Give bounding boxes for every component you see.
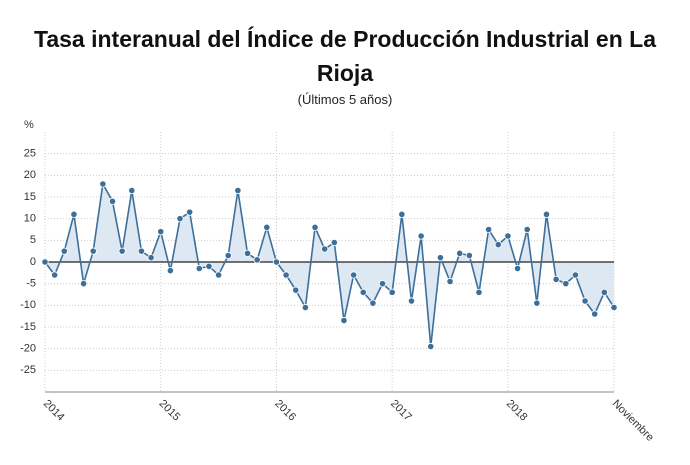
point xyxy=(186,208,194,216)
y-tick-label: -10 xyxy=(20,299,36,311)
y-tick-label: -25 xyxy=(20,364,36,376)
y-tick-label: 25 xyxy=(24,148,36,160)
point xyxy=(427,342,435,351)
point xyxy=(118,247,126,255)
y-tick-label: -5 xyxy=(26,278,36,290)
point xyxy=(330,238,338,247)
point xyxy=(359,288,367,296)
point xyxy=(388,288,396,296)
point xyxy=(591,310,599,318)
point xyxy=(571,271,580,279)
point xyxy=(137,247,146,255)
point xyxy=(301,303,309,312)
point xyxy=(108,197,117,205)
point xyxy=(523,225,531,234)
point xyxy=(292,286,300,294)
point xyxy=(552,275,560,283)
point xyxy=(562,280,570,288)
point xyxy=(272,258,281,266)
point xyxy=(321,245,329,253)
point xyxy=(465,251,473,260)
point xyxy=(398,210,406,218)
point xyxy=(224,251,232,260)
point xyxy=(253,256,261,264)
point xyxy=(456,249,464,257)
point xyxy=(600,288,608,296)
point xyxy=(79,280,88,288)
y-tick-label: 10 xyxy=(24,213,36,225)
area xyxy=(45,184,614,347)
point xyxy=(214,271,223,279)
y-tick-label: -15 xyxy=(20,321,36,333)
point xyxy=(504,232,512,240)
x-tick-label: 2014 xyxy=(41,398,67,424)
x-tick-label: Noviembre xyxy=(610,398,656,444)
point xyxy=(542,210,551,218)
point xyxy=(581,297,589,305)
y-tick-label: 15 xyxy=(24,191,36,203)
point xyxy=(41,258,49,266)
point xyxy=(195,264,203,273)
point xyxy=(243,249,252,257)
point xyxy=(263,223,271,231)
y-tick-label: 0 xyxy=(30,256,36,268)
x-tick-label: 2015 xyxy=(157,398,183,424)
point xyxy=(533,299,541,307)
point xyxy=(485,225,493,234)
point xyxy=(89,247,97,255)
point xyxy=(369,299,377,307)
point xyxy=(166,267,174,275)
chart-title: Tasa interanual del Índice de Producción… xyxy=(34,26,656,86)
point xyxy=(99,180,107,188)
chart-subtitle: (Últimos 5 años) xyxy=(297,92,393,107)
point xyxy=(234,186,242,195)
point xyxy=(350,271,358,279)
point xyxy=(378,280,387,288)
point xyxy=(513,264,522,273)
point xyxy=(147,254,155,262)
point xyxy=(340,316,348,325)
point xyxy=(282,271,290,279)
point xyxy=(311,223,319,231)
x-tick-label: 2017 xyxy=(388,398,414,424)
point xyxy=(610,303,618,312)
point xyxy=(407,297,416,305)
point xyxy=(70,210,78,218)
point xyxy=(176,215,184,223)
y-tick-label: -20 xyxy=(20,343,36,355)
point xyxy=(436,254,445,262)
y-axis-label: % xyxy=(24,119,34,131)
line xyxy=(44,181,615,347)
point xyxy=(157,228,165,236)
point xyxy=(417,232,425,240)
point xyxy=(60,247,68,255)
y-tick-label: 5 xyxy=(30,234,36,246)
y-tick-label: 20 xyxy=(24,169,36,181)
point xyxy=(128,186,136,195)
point xyxy=(446,277,454,286)
x-tick-label: 2016 xyxy=(272,398,298,424)
point xyxy=(475,288,483,296)
point xyxy=(51,271,59,279)
point xyxy=(494,241,502,249)
x-tick-label: 2018 xyxy=(504,398,530,424)
point xyxy=(205,262,213,270)
